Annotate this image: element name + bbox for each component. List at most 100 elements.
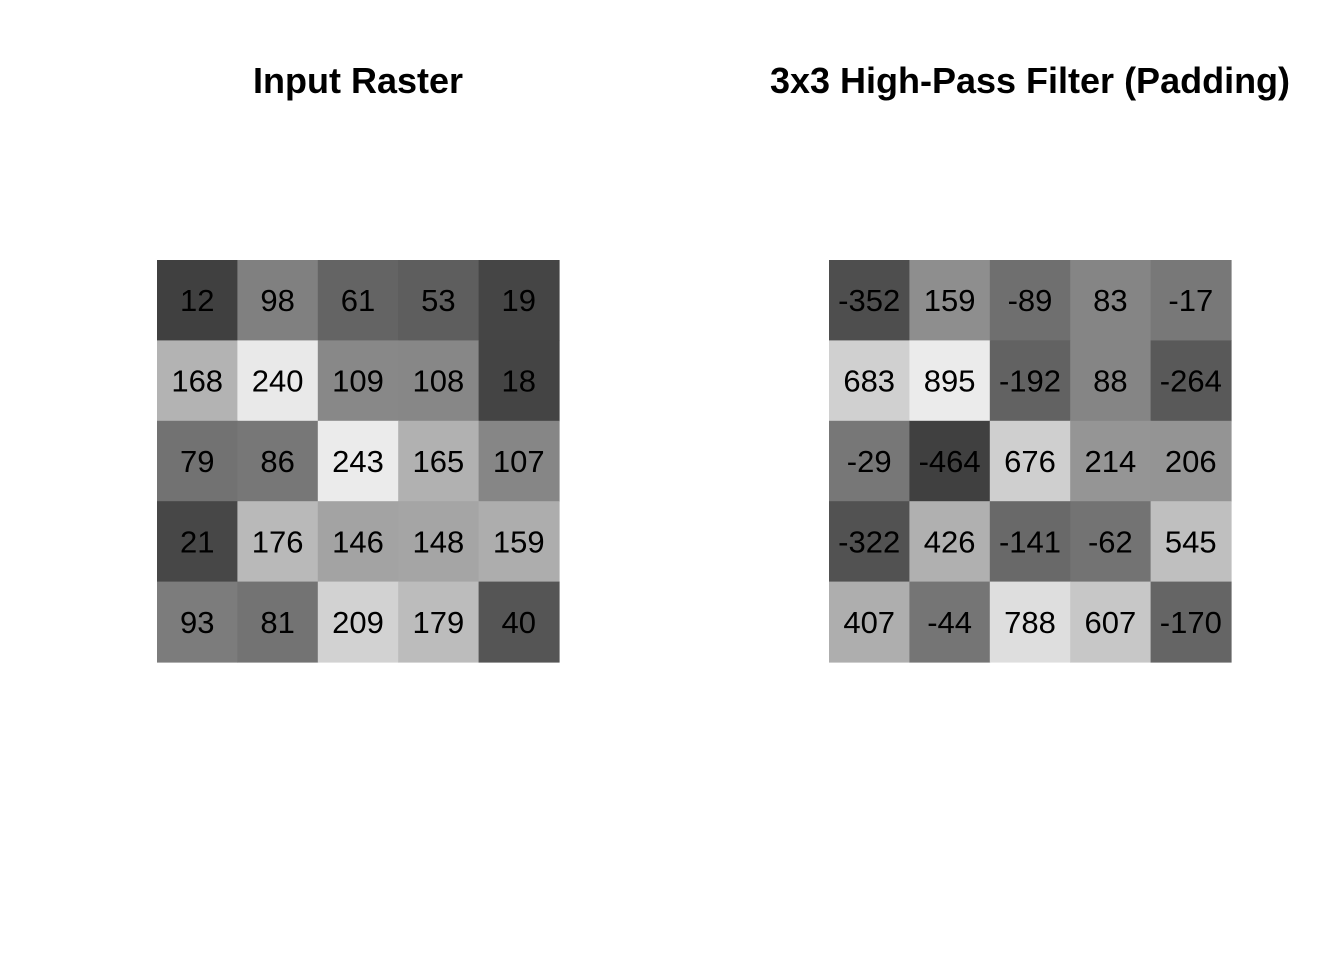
heatmap-cell-label: 88 (1093, 364, 1127, 399)
heatmap-cell (909, 340, 991, 422)
heatmap-cell (317, 501, 399, 583)
heatmap-cell (829, 260, 910, 341)
heatmap-cell (1150, 260, 1232, 341)
heatmap-cell (317, 581, 399, 663)
heatmap-cell-label: 243 (332, 444, 384, 479)
high-pass-filter-panel: 3x3 High-Pass Filter (Padding) -352 159 -8… (770, 60, 1290, 663)
heatmap-cell-label: -352 (838, 283, 900, 318)
heatmap-cell (989, 340, 1071, 422)
heatmap-cell (1070, 420, 1152, 502)
heatmap-cell (237, 260, 319, 341)
heatmap-cell-label: 98 (260, 283, 294, 318)
heatmap-cell (317, 340, 399, 422)
heatmap-cell-label: 407 (843, 605, 895, 640)
heatmap-cell (157, 260, 238, 341)
heatmap-cell (989, 420, 1071, 502)
heatmap-cell (317, 420, 399, 502)
heatmap-cell-label: 176 (252, 524, 304, 559)
heatmap-cell (317, 260, 399, 341)
heatmap-cell (237, 420, 319, 502)
heatmap-cell-label: 165 (413, 444, 465, 479)
heatmap-cell-label: 53 (421, 283, 455, 318)
heatmap-cell-label: -17 (1168, 283, 1213, 318)
heatmap-cell (478, 260, 560, 341)
heatmap-cell-label: 107 (493, 444, 545, 479)
heatmap-cell (909, 501, 991, 583)
heatmap-cell-label: 179 (413, 605, 465, 640)
heatmap-cell (478, 581, 560, 663)
heatmap-cell-label: 209 (332, 605, 384, 640)
heatmap-cell-label: 40 (502, 605, 536, 640)
heatmap-cell-label: 683 (843, 364, 895, 399)
heatmap-cell (989, 581, 1071, 663)
heatmap-cell-label: 108 (413, 364, 465, 399)
input-raster-panel: Input Raster 12 98 61 53 19 168 240 109 108 18 79 8… (157, 60, 560, 663)
heatmap-cell (478, 340, 560, 422)
heatmap-cell (157, 340, 238, 422)
heatmap-cell (398, 501, 480, 583)
heatmap-cell (1070, 340, 1152, 422)
heatmap-cell (478, 420, 560, 502)
high-pass-filter-grid: -352 159 -89 83 -17 683 895 -192 88 -264 -29 -464 67… (829, 260, 1232, 663)
heatmap-cell-label: -141 (999, 524, 1061, 559)
heatmap-cell (1070, 260, 1152, 341)
heatmap-cell (157, 501, 238, 583)
heatmap-cell (829, 420, 910, 502)
heatmap-cell (909, 420, 991, 502)
heatmap-cell (829, 340, 910, 422)
heatmap-cell-label: -89 (1008, 283, 1053, 318)
input-raster-title: Input Raster (253, 60, 463, 101)
heatmap-cell (1150, 420, 1232, 502)
heatmap-cell (237, 501, 319, 583)
heatmap-cell-label: 109 (332, 364, 384, 399)
heatmap-cell (1150, 340, 1232, 422)
heatmap-cell (1150, 501, 1232, 583)
heatmap-cell-label: 18 (502, 364, 536, 399)
heatmap-cell (237, 340, 319, 422)
heatmap-cell-label: 788 (1004, 605, 1056, 640)
heatmap-cell-label: 159 (493, 524, 545, 559)
heatmap-cell-label: 19 (502, 283, 536, 318)
heatmap-cell-label: -44 (927, 605, 972, 640)
heatmap-cell-label: 79 (180, 444, 214, 479)
heatmap-cell-label: 21 (180, 524, 214, 559)
heatmap-cell-label: 895 (924, 364, 976, 399)
heatmap-cell-label: 93 (180, 605, 214, 640)
heatmap-cell (1070, 501, 1152, 583)
heatmap-cell-label: 148 (413, 524, 465, 559)
heatmap-cell (398, 340, 480, 422)
heatmap-cell (157, 420, 238, 502)
heatmap-cell-label: 86 (260, 444, 294, 479)
heatmap-cell (909, 581, 991, 663)
heatmap-cell-label: 240 (252, 364, 304, 399)
heatmap-cell (989, 501, 1071, 583)
high-pass-filter-title: 3x3 High-Pass Filter (Padding) (770, 60, 1290, 101)
heatmap-cell-label: 206 (1165, 444, 1217, 479)
heatmap-cell (398, 581, 480, 663)
heatmap-cell-label: 607 (1085, 605, 1137, 640)
heatmap-cell-label: 214 (1085, 444, 1137, 479)
heatmap-cell (989, 260, 1071, 341)
heatmap-cell-label: 426 (924, 524, 976, 559)
heatmap-cell (829, 581, 910, 663)
heatmap-cell-label: 81 (260, 605, 294, 640)
heatmap-cell (478, 501, 560, 583)
heatmap-cell-label: 61 (341, 283, 375, 318)
heatmap-cell-label: 545 (1165, 524, 1217, 559)
heatmap-cell-label: -29 (847, 444, 892, 479)
heatmap-cell (1070, 581, 1152, 663)
heatmap-cell (1150, 581, 1232, 663)
heatmap-cell (398, 260, 480, 341)
heatmap-cell (237, 581, 319, 663)
heatmap-cell-label: -322 (838, 524, 900, 559)
heatmap-cell-label: -192 (999, 364, 1061, 399)
heatmap-cell-label: 159 (924, 283, 976, 318)
heatmap-cell-label: 83 (1093, 283, 1127, 318)
heatmap-cell (829, 501, 910, 583)
heatmap-cell-label: 146 (332, 524, 384, 559)
heatmap-cell-label: 676 (1004, 444, 1056, 479)
heatmap-cell (909, 260, 991, 341)
heatmap-cell-label: -464 (919, 444, 981, 479)
heatmap-cell-label: -62 (1088, 524, 1133, 559)
